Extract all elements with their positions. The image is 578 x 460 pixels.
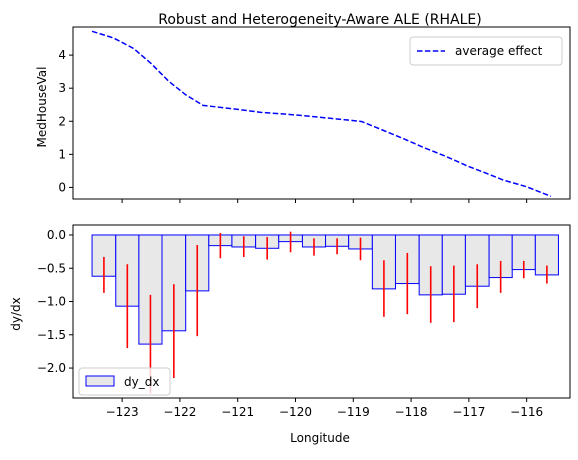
top-series-group: [91, 30, 552, 198]
bottom-y-axis-label: dy/dx: [9, 297, 23, 330]
bottom-y-tick-label: 0.0: [47, 228, 66, 242]
top-axis-ticks: 0 1 2 3 4: [58, 48, 528, 203]
bottom-legend-label: dy_dx: [124, 375, 159, 389]
bottom-x-axis-label: Longitude: [290, 431, 350, 445]
bottom-legend: dy_dx: [78, 367, 171, 396]
top-y-tick-label: 4: [58, 48, 66, 62]
top-y-tick-label: 3: [58, 81, 66, 95]
bottom-y-tick-label: −1.5: [37, 328, 66, 342]
bottom-y-tick-label: −2.0: [37, 361, 66, 375]
average-effect-line: [91, 30, 552, 198]
top-y-tick-label: 1: [58, 147, 66, 161]
top-y-tick-label: 0: [58, 180, 66, 194]
bottom-x-tick-label: −121: [221, 405, 254, 419]
bottom-error-bars-group: [103, 231, 548, 394]
top-legend: average effect: [409, 36, 563, 66]
bottom-x-tick-label: −118: [395, 405, 428, 419]
bottom-x-tick-label: −122: [163, 405, 196, 419]
bottom-plot-frame: [72, 224, 571, 399]
top-plot-frame: [72, 26, 571, 200]
top-legend-box: [409, 36, 563, 66]
bottom-panel: dy/dx Longitude 0.0 −0.5 −1.0 −1.5 −2.0 −123 −…: [9, 224, 571, 445]
top-chart-title: Robust and Heterogeneity-Aware ALE (RHAL…: [158, 12, 481, 28]
bottom-x-tick-label: −120: [279, 405, 312, 419]
bottom-x-tick-label: −119: [337, 405, 370, 419]
top-legend-label: average effect: [455, 44, 543, 58]
bottom-x-tick-label: −123: [106, 405, 139, 419]
bottom-y-tick-label: −1.0: [37, 295, 66, 309]
top-y-axis-label: MedHouseVal: [35, 67, 49, 148]
bottom-y-tick-label: −0.5: [37, 261, 66, 275]
bottom-legend-box: [78, 367, 171, 396]
top-y-tick-label: 2: [58, 114, 66, 128]
bottom-x-tick-label: −117: [452, 405, 485, 419]
bottom-x-tick-label: −116: [510, 405, 543, 419]
bottom-legend-swatch: [85, 375, 115, 387]
top-panel: Robust and Heterogeneity-Aware ALE (RHAL…: [35, 12, 571, 203]
bottom-axis-ticks: 0.0 −0.5 −1.0 −1.5 −2.0 −123 −122 −121 −120 −119 −…: [37, 228, 543, 419]
